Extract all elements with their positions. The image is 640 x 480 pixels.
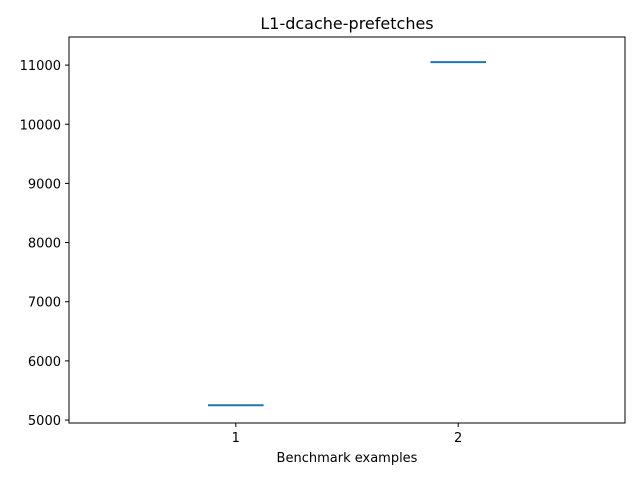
y-tick-label: 6000 — [28, 355, 61, 370]
y-axis: 5000 6000 7000 8000 9000 10000 11000 — [20, 59, 69, 429]
y-tick-label: 8000 — [28, 237, 61, 252]
data-marks — [208, 61, 486, 407]
x-tick-label: 1 — [232, 431, 240, 446]
axes-frame — [68, 36, 626, 424]
y-tick-label: 7000 — [28, 296, 61, 311]
y-tick-label: 11000 — [20, 59, 61, 74]
y-tick-label: 5000 — [28, 414, 61, 429]
plot-area — [68, 36, 626, 424]
x-tick-label: 2 — [454, 431, 462, 446]
x-axis-label: Benchmark examples — [277, 451, 418, 466]
y-tick-label: 10000 — [20, 118, 61, 133]
y-tick-label: 9000 — [28, 177, 61, 192]
chart-title: L1-dcache-prefetches — [260, 14, 433, 33]
